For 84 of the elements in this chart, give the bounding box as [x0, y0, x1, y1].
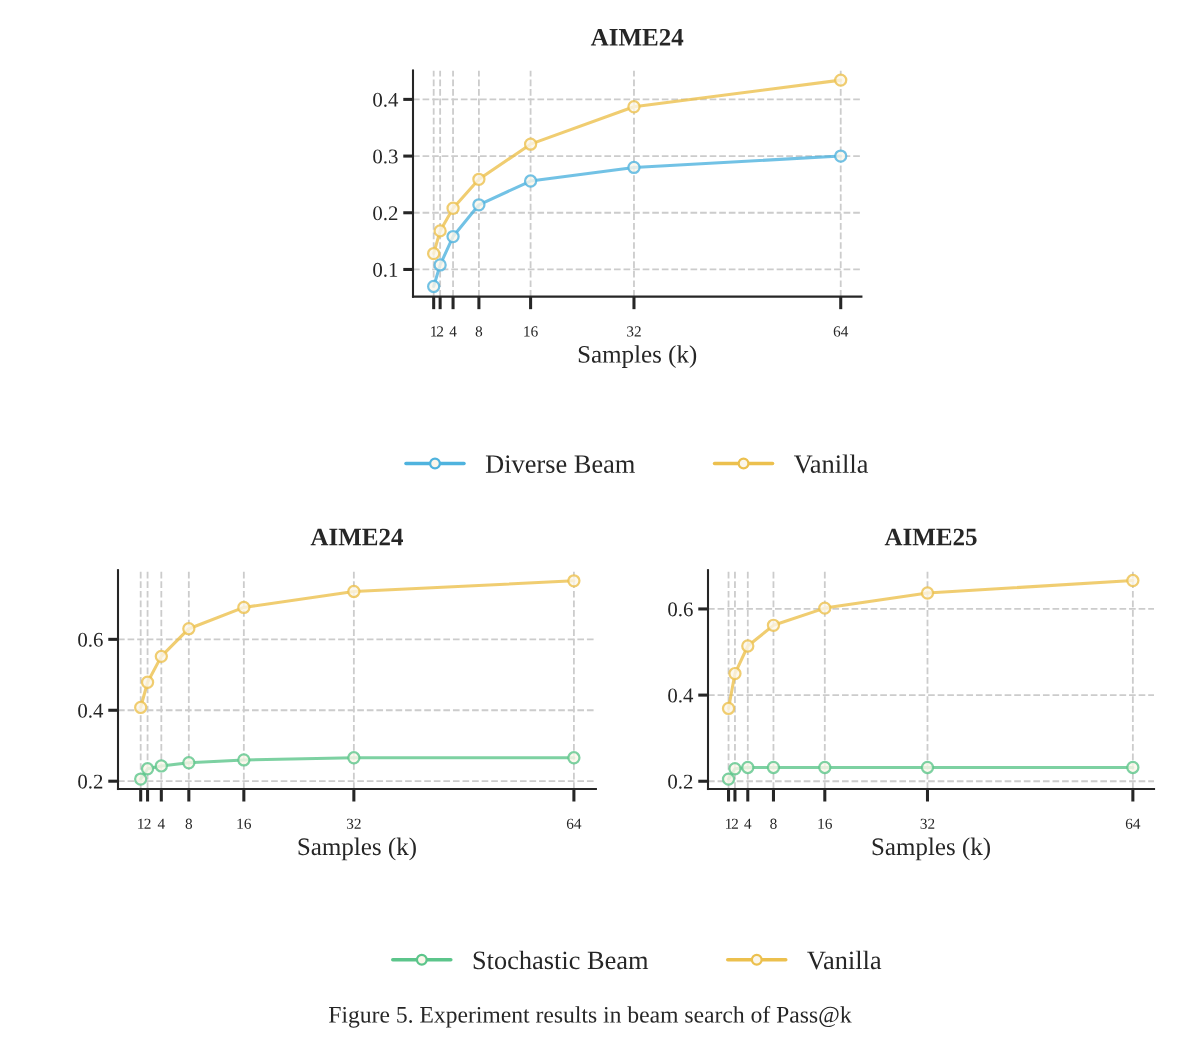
chart-title: AIME24	[590, 28, 684, 46]
point	[427, 246, 441, 261]
point	[237, 753, 251, 767]
point	[154, 649, 168, 664]
x-tick-label: 1	[138, 818, 144, 829]
x-axis-title: Samples (k)	[578, 345, 697, 368]
x-tick-label: 8	[185, 818, 193, 829]
x-axis-title: Samples (k)	[872, 837, 990, 861]
y-tick-label: 0.1	[373, 262, 398, 277]
chart-title: AIME25	[884, 528, 977, 546]
x-tick-label: 8	[475, 326, 483, 337]
x-tick-label: 32	[346, 818, 361, 829]
point	[237, 600, 251, 615]
point	[347, 584, 361, 599]
point	[818, 601, 832, 615]
point	[567, 574, 581, 588]
y-tick-label: 0.3	[373, 149, 398, 164]
x-axis-title: Samples (k)	[298, 837, 416, 861]
point	[627, 100, 641, 114]
point	[834, 149, 848, 163]
x-tick-label: 64	[566, 818, 582, 829]
point	[728, 762, 742, 776]
caption: Figure 5. Experiment results in beam search of Pass@k	[328, 1005, 852, 1028]
x-tick-label: 1	[726, 818, 732, 829]
x-tick-label: 64	[833, 326, 849, 337]
x-tick-label: 4	[744, 818, 752, 829]
point	[818, 760, 832, 775]
y-tick-label: 0.4	[668, 688, 694, 703]
y-tick-label: 0.2	[373, 206, 398, 221]
point	[140, 675, 155, 689]
chart-title: AIME24	[310, 528, 404, 546]
legend-label: Stochastic Beam	[473, 950, 649, 970]
x-tick-label: 8	[770, 818, 777, 829]
legend-label: Diverse Beam	[485, 455, 635, 473]
point	[347, 751, 361, 765]
point	[834, 73, 848, 87]
y-tick-label: 0.4	[373, 92, 399, 107]
legend-label: Vanilla	[807, 950, 882, 970]
point	[1126, 573, 1140, 588]
x-tick-label: 2	[144, 818, 151, 829]
x-tick-label: 32	[627, 326, 641, 337]
point	[523, 137, 538, 151]
y-tick-label: 0.6	[78, 632, 103, 647]
point	[741, 760, 755, 775]
point	[182, 622, 196, 636]
point	[523, 174, 538, 188]
point	[627, 160, 641, 175]
point	[1126, 760, 1140, 775]
point	[140, 762, 155, 776]
point	[446, 229, 460, 244]
point	[472, 198, 486, 212]
point	[446, 201, 460, 215]
point	[721, 772, 736, 786]
x-tick-label: 16	[524, 326, 538, 337]
point	[433, 224, 447, 238]
y-tick-label: 0.2	[78, 774, 103, 789]
point	[134, 700, 148, 715]
point	[766, 760, 781, 775]
y-tick-label: 0.2	[668, 774, 693, 789]
point	[728, 666, 742, 681]
x-tick-label: 16	[818, 818, 832, 829]
point	[766, 618, 781, 632]
point	[433, 258, 447, 272]
point	[472, 172, 486, 186]
legend-label: Vanilla	[793, 454, 869, 474]
point	[567, 751, 581, 765]
x-tick-label: 32	[920, 818, 935, 829]
x-tick-label: 4	[157, 818, 165, 829]
point	[721, 701, 736, 716]
point	[741, 639, 755, 653]
point	[182, 756, 196, 770]
point	[154, 759, 168, 773]
point	[134, 772, 148, 786]
x-tick-label: 2	[731, 818, 738, 829]
point	[427, 279, 441, 294]
y-tick-label: 0.6	[668, 602, 693, 617]
point	[920, 760, 935, 775]
x-tick-label: 4	[449, 326, 457, 337]
x-tick-label: 16	[237, 818, 252, 829]
x-tick-label: 1	[431, 326, 437, 337]
y-tick-label: 0.4	[78, 703, 104, 718]
point	[920, 586, 935, 600]
x-tick-label: 64	[1125, 818, 1141, 829]
x-tick-label: 2	[436, 326, 444, 337]
